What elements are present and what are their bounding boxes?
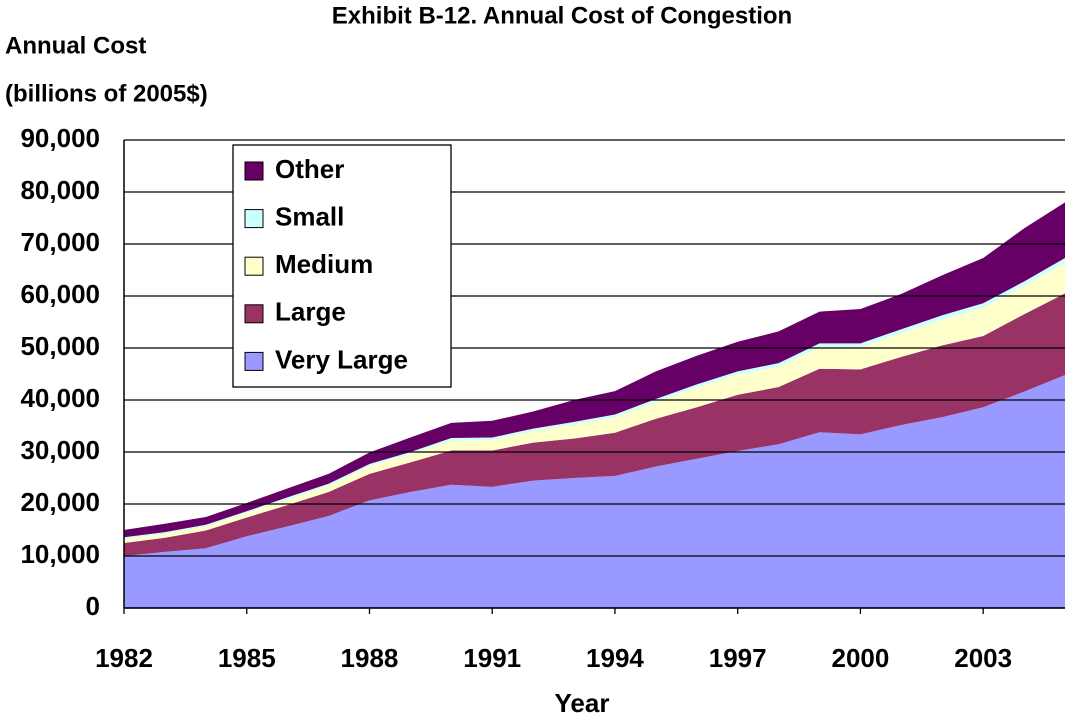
x-tick-label: 1994 bbox=[586, 643, 644, 673]
x-tick-label: 2003 bbox=[954, 643, 1012, 673]
area bbox=[124, 375, 1065, 608]
x-tick-label: 1988 bbox=[341, 643, 399, 673]
legend-swatch bbox=[244, 161, 264, 181]
x-tick-label: 1991 bbox=[463, 643, 521, 673]
x-tick-label: 1985 bbox=[218, 643, 276, 673]
y-tick-label: 90,000 bbox=[20, 123, 100, 153]
legend: Other Small Medium Large Very Large bbox=[232, 144, 452, 388]
legend-swatch bbox=[244, 304, 264, 324]
y-tick-label: 30,000 bbox=[20, 435, 100, 465]
y-axis-title: (billions of 2005$) bbox=[5, 80, 208, 107]
legend-swatch bbox=[244, 351, 264, 371]
legend-label: Very Large bbox=[275, 344, 408, 374]
x-tick-label: 2000 bbox=[832, 643, 890, 673]
legend-box bbox=[232, 144, 452, 388]
y-tick-label: 80,000 bbox=[20, 175, 100, 205]
legend-swatch bbox=[244, 256, 264, 276]
area bbox=[124, 262, 1065, 543]
chart-title: Exhibit B-12. Annual Cost of Congestion bbox=[332, 2, 792, 29]
y-tick-label: 60,000 bbox=[20, 279, 100, 309]
y-tick-label: 40,000 bbox=[20, 383, 100, 413]
x-tick-label: 1982 bbox=[95, 643, 153, 673]
legend-swatch bbox=[244, 209, 264, 229]
y-tick-label: 10,000 bbox=[20, 539, 100, 569]
y-tick-label: 70,000 bbox=[20, 227, 100, 257]
y-axis-title: Annual Cost bbox=[5, 32, 146, 59]
y-tick-label: 20,000 bbox=[20, 487, 100, 517]
area bbox=[124, 293, 1065, 556]
y-tick-label: 50,000 bbox=[20, 331, 100, 361]
legend-label: Medium bbox=[275, 249, 373, 279]
x-tick-label: 1997 bbox=[709, 643, 767, 673]
legend-label: Small bbox=[275, 201, 344, 231]
y-tick-label: 0 bbox=[86, 591, 100, 621]
x-axis-title: Year bbox=[555, 688, 610, 718]
legend-label: Other bbox=[275, 154, 344, 184]
legend-label: Large bbox=[275, 297, 346, 327]
